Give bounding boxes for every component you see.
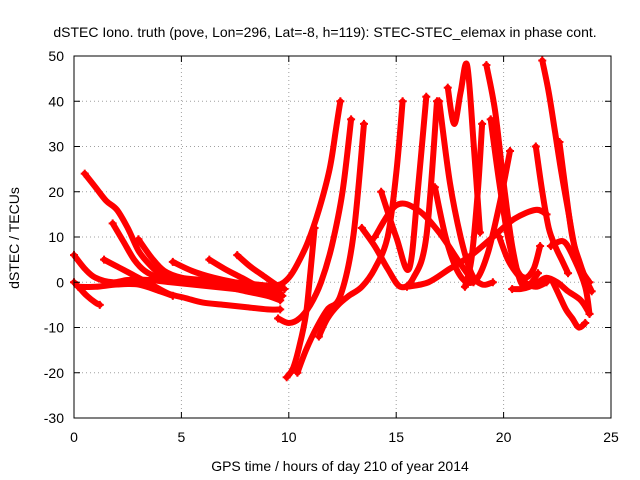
series-line-9 xyxy=(206,256,286,299)
y-tick-label: 40 xyxy=(48,93,64,109)
series-7-start-marker xyxy=(134,235,143,244)
series-21-start-marker xyxy=(430,183,439,192)
series-line-21 xyxy=(431,148,513,286)
series-9-start-marker xyxy=(205,255,214,264)
series-1-end-marker xyxy=(95,300,104,309)
series-line-15 xyxy=(315,98,406,340)
series-5-start-marker xyxy=(100,255,109,264)
ticks: 0 5 10 15 20 25 -30 -20 -10 0 10 20 30 40 50 xyxy=(44,48,619,445)
series-14-end-marker xyxy=(359,119,368,128)
x-tick-label: 15 xyxy=(388,429,404,445)
series-line-28 xyxy=(532,143,571,277)
series-line-14 xyxy=(294,120,367,376)
series-20-start-marker xyxy=(435,97,444,106)
series-15-start-marker xyxy=(314,332,323,341)
series-24-end-marker xyxy=(533,269,542,278)
series-12-start-marker xyxy=(274,314,283,323)
series-28-start-marker xyxy=(531,142,540,151)
series-13-start-marker xyxy=(282,373,291,382)
series-8-start-marker xyxy=(168,257,177,266)
series-line-27 xyxy=(509,274,593,317)
series-5-end-marker xyxy=(276,305,285,314)
series-line-20 xyxy=(436,98,496,288)
series-18-start-marker xyxy=(370,233,379,241)
series-25-end-marker xyxy=(536,242,545,251)
series-line-32 xyxy=(547,238,593,317)
series-line-26 xyxy=(496,234,550,290)
x-tick-label: 10 xyxy=(281,429,297,445)
y-tick-label: 50 xyxy=(48,48,64,64)
series-15-end-marker xyxy=(398,97,407,106)
x-tick-label: 0 xyxy=(70,429,78,445)
series-4-start-marker xyxy=(74,282,83,291)
series-line-17 xyxy=(378,93,430,274)
series-10-end-marker xyxy=(280,285,289,294)
series-line-22 xyxy=(444,60,483,236)
x-tick-label: 20 xyxy=(496,429,512,445)
series-line-30 xyxy=(550,279,589,331)
series-30-start-marker xyxy=(549,278,558,287)
y-tick-label: 0 xyxy=(56,274,64,290)
series-23-start-marker xyxy=(460,282,469,291)
y-tick-label: -10 xyxy=(44,320,64,336)
series-line-19 xyxy=(403,206,550,290)
series-11-end-marker xyxy=(336,97,345,106)
series-line-16 xyxy=(358,98,440,291)
series-20-end-marker xyxy=(488,278,497,287)
series-layer xyxy=(70,56,596,382)
series-3-start-marker xyxy=(80,169,89,178)
series-21-end-marker xyxy=(506,147,515,156)
series-23-end-marker xyxy=(478,119,487,128)
series-24-start-marker xyxy=(482,61,491,70)
series-12-end-marker xyxy=(347,115,356,124)
series-line-3 xyxy=(81,170,284,304)
series-29-start-marker xyxy=(538,56,547,65)
y-tick-label: 20 xyxy=(48,184,64,200)
chart-title: dSTEC Iono. truth (pove, Lon=296, Lat=-8… xyxy=(53,24,596,40)
series-line-5 xyxy=(101,256,284,313)
series-27-start-marker xyxy=(508,285,517,294)
series-line-12 xyxy=(275,116,355,326)
y-tick-label: -20 xyxy=(44,365,64,381)
series-25-start-marker xyxy=(486,115,495,124)
x-axis-label: GPS time / hours of day 210 of year 2014 xyxy=(211,458,469,474)
y-tick-label: 30 xyxy=(48,139,64,155)
series-10-start-marker xyxy=(233,251,242,260)
series-line-18 xyxy=(371,200,477,286)
series-line-23 xyxy=(461,120,486,290)
series-6-start-marker xyxy=(108,219,117,228)
x-tick-label: 25 xyxy=(603,429,619,445)
series-16-start-marker xyxy=(357,223,366,232)
series-17-end-marker xyxy=(422,92,431,101)
series-30-end-marker xyxy=(581,318,590,327)
y-axis-label: dSTEC / TECUs xyxy=(6,187,22,289)
series-32-end-marker xyxy=(585,309,594,318)
series-32-start-marker xyxy=(546,242,555,251)
series-11-start-marker xyxy=(269,280,278,289)
series-13-end-marker xyxy=(310,223,319,232)
series-26-start-marker xyxy=(495,233,504,241)
series-9-end-marker xyxy=(278,291,287,300)
series-31-start-marker xyxy=(555,137,564,146)
series-28-end-marker xyxy=(564,269,573,278)
series-line-13 xyxy=(283,224,318,381)
series-17-start-marker xyxy=(377,187,386,196)
series-line-11 xyxy=(270,98,344,288)
series-14-start-marker xyxy=(293,368,302,377)
series-19-start-marker xyxy=(402,282,411,291)
x-tick-label: 5 xyxy=(178,429,186,445)
series-22-start-marker xyxy=(443,83,452,92)
y-tick-label: 10 xyxy=(48,229,64,245)
y-tick-label: -30 xyxy=(44,410,64,426)
